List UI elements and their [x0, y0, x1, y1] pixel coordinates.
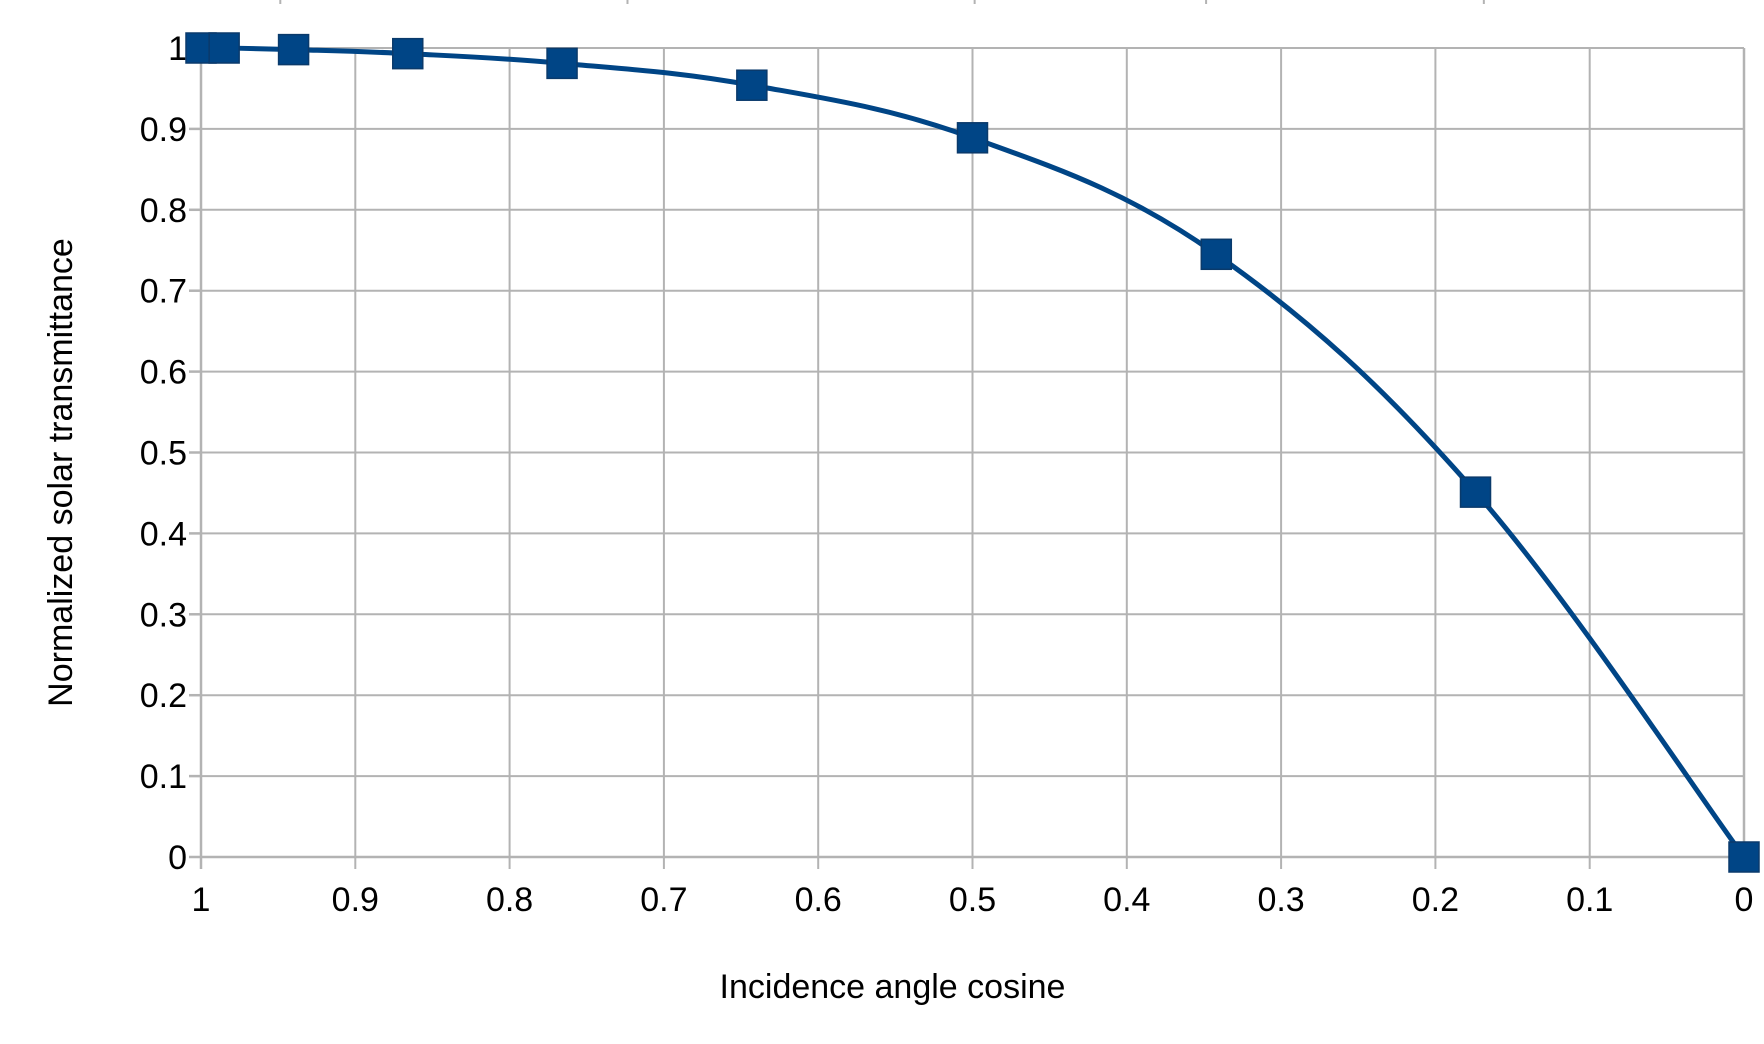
y-tick-label: 0.6: [140, 354, 187, 392]
y-tick-label: 0.1: [140, 758, 187, 796]
x-tick-label: 0.5: [949, 881, 996, 919]
x-tick-label: 0.7: [640, 881, 687, 919]
y-tick-label: 0.4: [140, 515, 187, 553]
top-edge-ticks: [279, 0, 1485, 4]
grid: [189, 46, 1746, 869]
x-tick-label: 0: [1735, 881, 1754, 919]
data-point-marker: [1728, 841, 1760, 873]
y-tick-labels: 0 0.1 0.2 0.3 0.4 0.5 0.6 0.7 0.8 0.9 1: [140, 30, 187, 877]
data-point-marker: [392, 37, 424, 70]
series-layer: [185, 32, 1760, 873]
x-tick-label: 0.6: [795, 881, 842, 919]
x-tick-label: 0.4: [1103, 881, 1150, 919]
y-tick-label: 0.3: [140, 596, 187, 634]
x-tick-label: 0.8: [486, 881, 533, 919]
x-tick-label: 0.1: [1566, 881, 1613, 919]
data-point-marker: [1200, 238, 1233, 271]
y-tick-label: 0.8: [140, 192, 187, 230]
y-tick-label: 0.7: [140, 273, 187, 311]
y-tick-label: 0.9: [140, 111, 187, 149]
x-tick-label: 0.2: [1412, 881, 1459, 919]
x-tick-label: 0.9: [332, 881, 379, 919]
y-tick-label: 1: [168, 30, 187, 68]
y-tick-label: 0: [168, 839, 187, 877]
x-tick-label: 1: [192, 881, 211, 919]
data-point-marker: [208, 32, 240, 64]
data-point-marker: [1459, 476, 1492, 508]
y-tick-label: 0.5: [140, 435, 187, 473]
y-axis-title: Normalized solar transmittance: [42, 238, 80, 707]
x-axis-title: Incidence angle cosine: [720, 968, 1066, 1006]
x-tick-labels: 1 0.9 0.8 0.7 0.6 0.5 0.4 0.3 0.2 0.1 0: [192, 881, 1754, 919]
data-point-marker: [277, 33, 310, 66]
data-point-marker: [546, 47, 578, 80]
y-tick-label: 0.2: [140, 677, 187, 715]
data-point-marker: [956, 122, 989, 154]
x-tick-label: 0.3: [1257, 881, 1304, 919]
data-point-marker: [736, 69, 768, 101]
